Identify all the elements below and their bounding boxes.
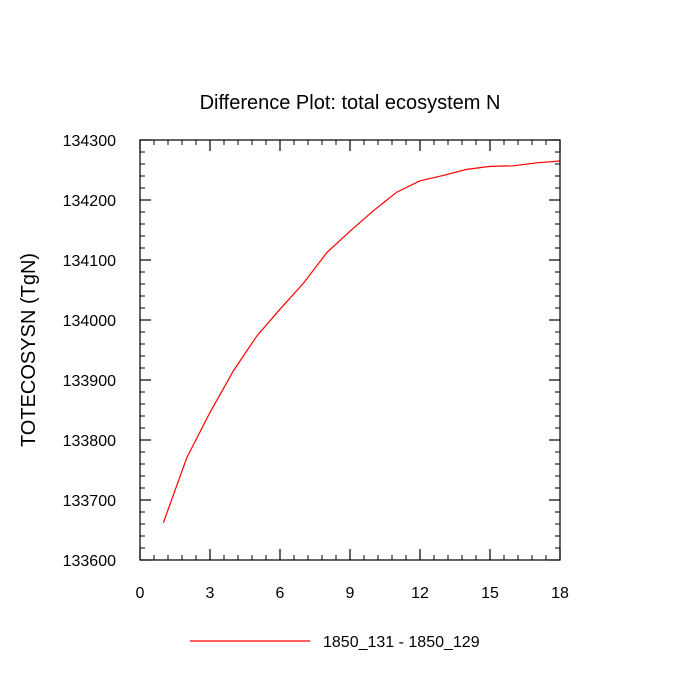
y-tick-label: 133800 (63, 433, 116, 450)
y-tick-label: 133700 (63, 493, 116, 510)
y-tick-label: 134200 (63, 193, 116, 210)
x-tick-labels: 0 3 6 9 12 15 18 (136, 585, 569, 602)
y-tick-label: 134100 (63, 253, 116, 270)
y-tick-label: 133600 (63, 553, 116, 570)
y-tick-label: 134300 (63, 133, 116, 150)
minor-ticks (139, 139, 561, 561)
series-line (162, 160, 561, 524)
y-axis-label: TOTECOSYSN (TgN) (18, 253, 40, 447)
y-tick-labels: 133600 133700 133800 133900 134000 134100 1342… (63, 133, 116, 570)
x-tick-label: 6 (276, 585, 285, 602)
x-tick-label: 15 (481, 585, 499, 602)
x-tick-label: 9 (346, 585, 355, 602)
x-tick-label: 3 (206, 585, 215, 602)
plot-frame (139, 139, 561, 561)
x-tick-label: 12 (411, 585, 429, 602)
y-tick-label: 133900 (63, 373, 116, 390)
chart-title: Difference Plot: total ecosystem N (200, 92, 501, 114)
x-tick-label: 0 (136, 585, 145, 602)
y-tick-label: 134000 (63, 313, 116, 330)
legend-label: 1850_131 - 1850_129 (323, 634, 480, 651)
major-ticks (139, 139, 561, 561)
legend: 1850_131 - 1850_129 (190, 634, 480, 651)
x-tick-label: 18 (551, 585, 569, 602)
series-lines (162, 160, 561, 524)
